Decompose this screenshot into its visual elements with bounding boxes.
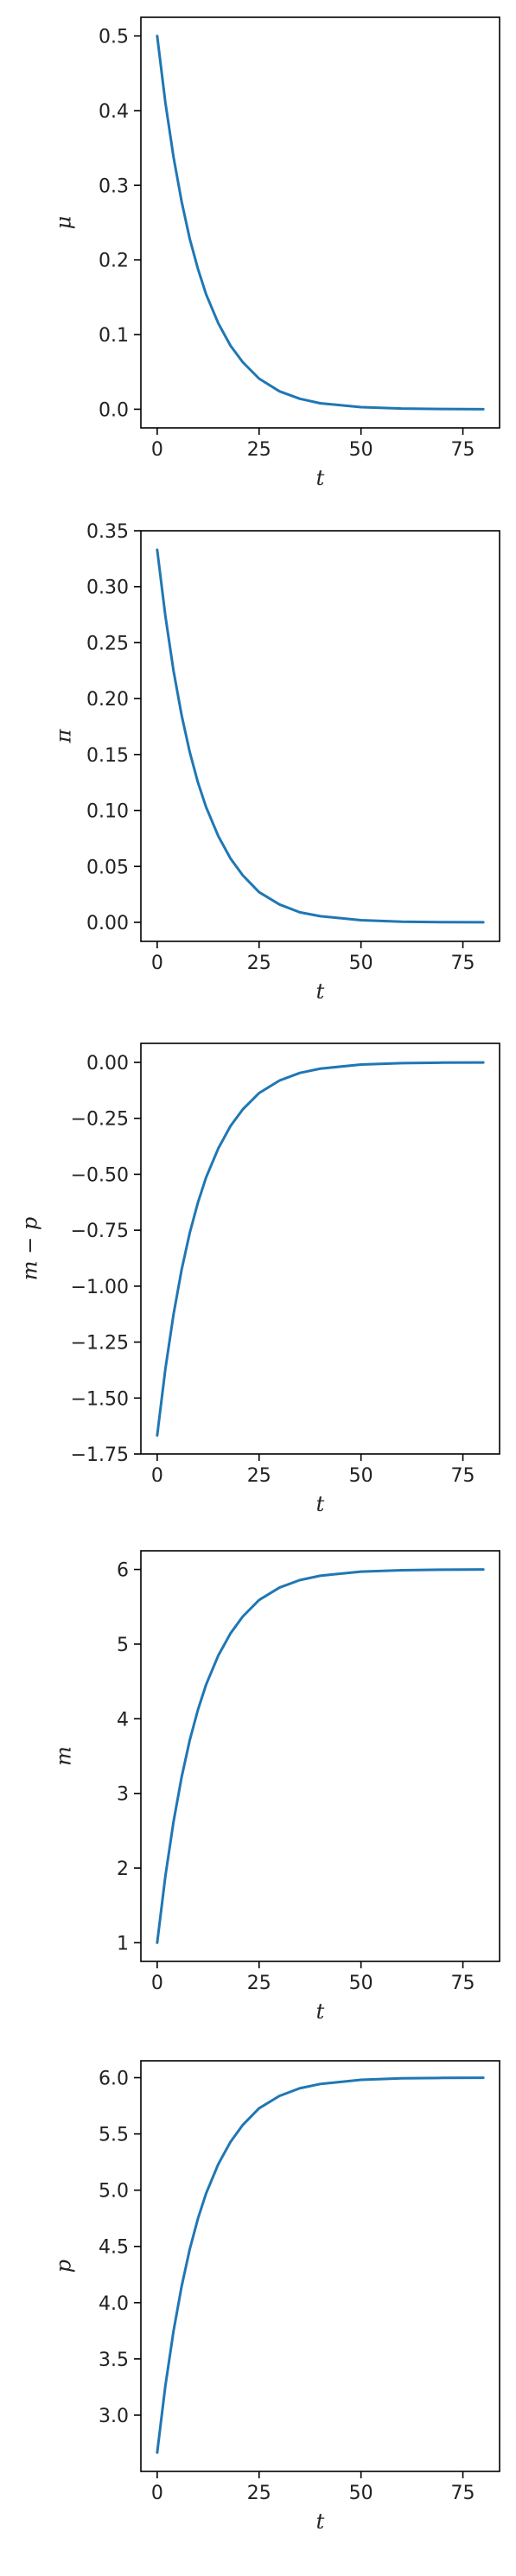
y-axis-label: π bbox=[52, 728, 76, 743]
x-tick-label: 75 bbox=[451, 439, 475, 461]
subplot-3: 0 25 50 75 0.00 −0.25 −0.50 −0.75 −1.00 −1.25 −1.5… bbox=[18, 1043, 500, 1516]
y-tick-label: 6 bbox=[117, 1560, 129, 1582]
x-axis-label: t bbox=[316, 1492, 325, 1516]
x-tick-label: 50 bbox=[349, 953, 373, 974]
y-tick-label: 1 bbox=[117, 1933, 129, 1954]
series-line-3-1 bbox=[156, 1061, 485, 1438]
x-tick-label: 50 bbox=[349, 1973, 373, 1994]
y-tick-label: 0.3 bbox=[99, 175, 129, 197]
y-tick-label: 0.20 bbox=[86, 689, 129, 711]
y-tick-label: 0.2 bbox=[99, 251, 129, 272]
plot-frame bbox=[140, 530, 500, 942]
x-tick-label: 0 bbox=[151, 2483, 163, 2504]
y-tick-label: 5 bbox=[117, 1635, 129, 1656]
y-tick-label: 0.05 bbox=[86, 857, 129, 878]
y-tick-label: 3.5 bbox=[99, 2350, 129, 2371]
y-tick-label: 4.0 bbox=[99, 2293, 129, 2315]
subplot-1: 0 25 50 75 0.0 0.1 0.2 0.3 0.4 0.5 t μ bbox=[52, 16, 500, 490]
y-tick-label: 0.30 bbox=[86, 577, 129, 599]
y-axis-label: p bbox=[52, 2260, 76, 2273]
y-tick-label: 4 bbox=[117, 1709, 129, 1731]
y-axis-label: m − p bbox=[18, 1217, 42, 1281]
x-tick-label: 0 bbox=[151, 1973, 163, 1994]
x-tick-label: 0 bbox=[151, 439, 163, 461]
y-tick-label: −1.00 bbox=[71, 1277, 129, 1298]
series-line-2-1 bbox=[156, 548, 485, 924]
y-tick-label: 0.00 bbox=[86, 1053, 129, 1074]
x-tick-label: 25 bbox=[247, 1465, 271, 1487]
series-line-5-1 bbox=[156, 2076, 485, 2454]
plot-frame bbox=[140, 2060, 500, 2472]
y-tick-label: −0.50 bbox=[71, 1164, 129, 1186]
x-tick-label: 75 bbox=[451, 1465, 475, 1487]
x-tick-label: 25 bbox=[247, 1973, 271, 1994]
x-tick-label: 25 bbox=[247, 953, 271, 974]
y-tick-label: 0.25 bbox=[86, 633, 129, 654]
x-tick-label: 25 bbox=[247, 2483, 271, 2504]
y-tick-label: 0.00 bbox=[86, 913, 129, 934]
subplot-2: 0 25 50 75 0.00 0.05 0.10 0.15 0.20 0.25 0.30 0.35 t… bbox=[52, 521, 500, 1004]
x-tick-label: 75 bbox=[451, 2483, 475, 2504]
x-axis-label: t bbox=[316, 1999, 325, 2024]
y-tick-label: 0.5 bbox=[99, 27, 129, 48]
y-tick-label: 5.5 bbox=[99, 2125, 129, 2146]
y-tick-label: 5.0 bbox=[99, 2181, 129, 2203]
x-tick-label: 0 bbox=[151, 953, 163, 974]
y-axis-label: μ bbox=[52, 216, 76, 230]
y-tick-label: −1.75 bbox=[71, 1444, 129, 1466]
subplot-5: 0 25 50 75 3.0 3.5 4.0 4.5 5.0 5.5 6.0 t p bbox=[52, 2060, 500, 2534]
y-tick-label: 6.0 bbox=[99, 2069, 129, 2090]
y-tick-label: 2 bbox=[117, 1859, 129, 1880]
x-axis-label: t bbox=[316, 466, 325, 490]
y-tick-label: 4.5 bbox=[99, 2237, 129, 2259]
x-tick-label: 50 bbox=[349, 2483, 373, 2504]
x-tick-label: 50 bbox=[349, 1465, 373, 1487]
y-tick-label: −1.25 bbox=[71, 1333, 129, 1355]
y-tick-label: 3 bbox=[117, 1784, 129, 1806]
x-tick-label: 75 bbox=[451, 953, 475, 974]
plot-frame bbox=[140, 1043, 500, 1455]
y-tick-label: 0.10 bbox=[86, 801, 129, 823]
x-tick-label: 75 bbox=[451, 1973, 475, 1994]
x-axis-label: t bbox=[316, 979, 325, 1004]
y-tick-label: 0.35 bbox=[86, 521, 129, 543]
series-line-1-1 bbox=[156, 35, 485, 411]
x-tick-label: 50 bbox=[349, 439, 373, 461]
y-tick-label: 0.4 bbox=[99, 101, 129, 123]
plot-frame bbox=[140, 16, 500, 429]
y-tick-label: 0.0 bbox=[99, 399, 129, 421]
y-tick-label: −0.75 bbox=[71, 1221, 129, 1242]
y-axis-label: m bbox=[52, 1746, 76, 1766]
y-tick-label: 3.0 bbox=[99, 2406, 129, 2427]
x-tick-label: 0 bbox=[151, 1465, 163, 1487]
y-tick-label: 0.1 bbox=[99, 325, 129, 347]
y-tick-label: −1.50 bbox=[71, 1388, 129, 1410]
y-tick-label: −0.25 bbox=[71, 1109, 129, 1131]
plot-frame bbox=[140, 1550, 500, 1962]
x-axis-label: t bbox=[316, 2509, 325, 2534]
subplot-4: 0 25 50 75 1 2 3 4 5 6 t m bbox=[52, 1550, 500, 2024]
series-line-4-1 bbox=[156, 1568, 485, 1944]
y-tick-label: 0.15 bbox=[86, 745, 129, 767]
x-tick-label: 25 bbox=[247, 439, 271, 461]
